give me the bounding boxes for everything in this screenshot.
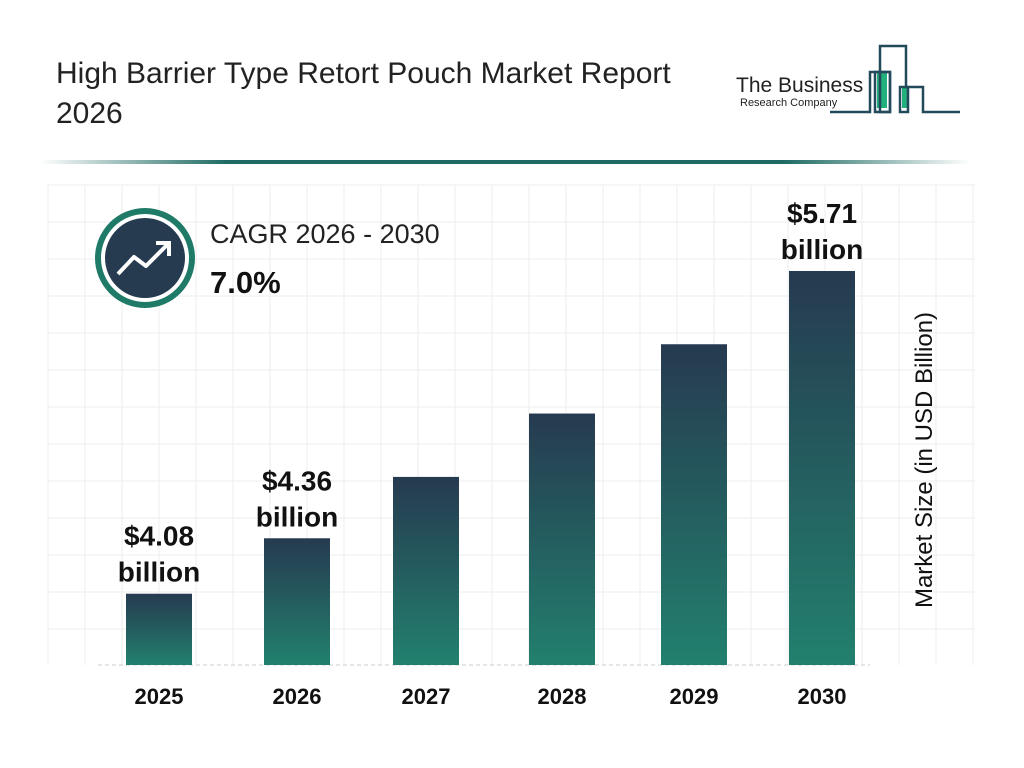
data-label-value: $4.08 bbox=[124, 521, 194, 552]
cagr-value: 7.0% bbox=[210, 265, 281, 300]
bar-2028 bbox=[529, 413, 595, 665]
x-tick-label: 2025 bbox=[135, 684, 184, 709]
x-tick-label: 2028 bbox=[538, 684, 587, 709]
y-axis-label: Market Size (in USD Billion) bbox=[911, 311, 938, 609]
x-tick-label: 2026 bbox=[273, 684, 322, 709]
x-tick-label: 2030 bbox=[798, 684, 847, 709]
data-label-unit: billion bbox=[118, 557, 200, 588]
cagr-badge-icon bbox=[95, 208, 195, 308]
logo-buildings-icon bbox=[830, 44, 960, 114]
bar-2029 bbox=[661, 344, 727, 665]
data-label-unit: billion bbox=[256, 501, 338, 532]
data-label-unit: billion bbox=[781, 234, 863, 265]
header-divider bbox=[40, 160, 970, 164]
bar-2026 bbox=[264, 538, 330, 665]
company-logo: The Business Research Company bbox=[730, 42, 965, 117]
data-label-value: $4.36 bbox=[262, 465, 332, 496]
logo-subtext: Research Company bbox=[740, 97, 838, 109]
data-label-value: $5.71 bbox=[787, 198, 857, 229]
bar-2025 bbox=[126, 593, 192, 665]
x-tick-label: 2027 bbox=[402, 684, 451, 709]
page-title: High Barrier Type Retort Pouch Market Re… bbox=[56, 57, 671, 130]
bar-2027 bbox=[393, 476, 459, 665]
trend-up-arrow-icon bbox=[116, 242, 170, 276]
logo-text: The Business bbox=[736, 74, 864, 97]
x-tick-label: 2029 bbox=[670, 684, 719, 709]
bar-2030 bbox=[789, 270, 855, 665]
cagr-label: CAGR 2026 - 2030 bbox=[210, 219, 440, 249]
